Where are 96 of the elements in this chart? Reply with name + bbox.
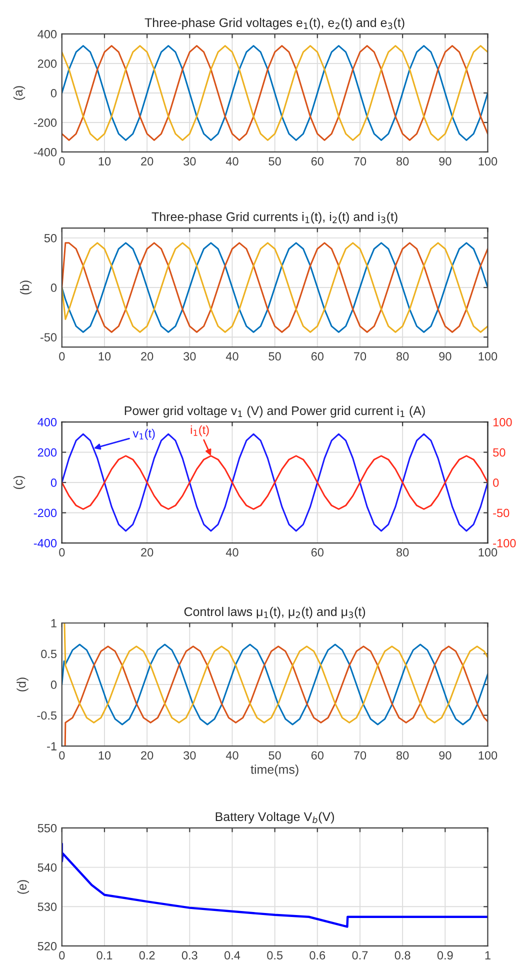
y-tick-label: -50 [40, 333, 57, 342]
line-series [64, 646, 488, 746]
x-tick-label: 60 [311, 751, 324, 760]
x-tick-label: 60 [311, 352, 324, 361]
x-tick-label: 0 [59, 751, 65, 760]
x-tick-label: 80 [396, 751, 409, 760]
line-series [62, 242, 488, 333]
x-tick-label: 0.4 [224, 951, 240, 960]
y-tick-label: 530 [38, 902, 57, 912]
y-tick-label: 520 [38, 942, 57, 950]
annotation: i$_{1}$(t) [190, 425, 209, 436]
line-series [62, 842, 488, 928]
x-tick-label: 70 [354, 352, 366, 361]
x-tick-label: 10 [98, 751, 111, 760]
x-tick-label: 0.5 [267, 951, 283, 960]
x-tick-label: 50 [268, 751, 281, 760]
x-tick-label: 20 [141, 352, 154, 361]
x-tick-label: 0.3 [182, 951, 198, 960]
x-tick-label: 20 [141, 157, 154, 166]
y-tick-label: 0.5 [41, 650, 57, 658]
y-tick-label: 0 [50, 89, 57, 98]
chart-title: Three-phase Grid voltages e$_{1}$(t), e$_{2}$(t) and e$_{3}$(t) [144, 18, 404, 30]
x-tick-label: 1 [485, 951, 490, 960]
x-tick-label: 50 [268, 157, 281, 166]
x-tick-label: 0.6 [310, 951, 326, 960]
y-axis-title: (d) [16, 678, 28, 692]
x-tick-label: 20 [141, 548, 154, 557]
y2-tick-label: 0 [493, 478, 499, 487]
x-tick-label: 100 [478, 751, 498, 760]
x-tick-label: 70 [354, 751, 366, 760]
y2-tick-label: -100 [493, 539, 516, 548]
y-tick-label: -200 [34, 118, 57, 127]
x-tick-label: 20 [141, 751, 154, 760]
x-tick-label: 0.7 [352, 951, 368, 960]
annotation: v$_{1}$(t) [132, 428, 155, 440]
line-series [64, 623, 488, 724]
line-series [62, 644, 488, 726]
chart-title: Three-phase Grid currents i$_{1}$(t), i$_{2}$(t) and i$_{3}$(t) [152, 212, 398, 224]
y-tick-label: 200 [38, 448, 57, 457]
chart-title: Control laws μ$_{1}$(t), μ$_{2}$(t) and μ$_{3}$(t) [184, 606, 366, 619]
x-tick-label: 0.2 [139, 951, 155, 960]
x-tick-label: 10 [98, 157, 111, 166]
x-axis-title: time(ms) [250, 764, 298, 776]
y-axis-title: (b) [20, 280, 32, 294]
x-tick-label: 0 [59, 548, 65, 557]
x-tick-label: 90 [439, 157, 452, 166]
x-tick-label: 80 [396, 548, 409, 557]
x-tick-label: 40 [226, 352, 238, 361]
y-tick-label: 0 [50, 284, 57, 292]
x-tick-label: 100 [478, 548, 498, 557]
chart-title: Battery Voltage V$_{b}$(V) [216, 812, 334, 824]
x-tick-label: 50 [268, 352, 281, 361]
x-tick-label: 60 [311, 157, 324, 166]
x-tick-label: 0.8 [394, 951, 410, 960]
y-tick-label: -200 [34, 508, 57, 518]
x-tick-label: 0.1 [96, 951, 112, 960]
x-tick-label: 30 [184, 352, 196, 361]
y2-tick-label: 50 [493, 448, 506, 457]
y-tick-label: -400 [34, 539, 57, 548]
x-tick-label: 0 [59, 157, 65, 166]
x-tick-label: 30 [184, 157, 196, 166]
x-tick-label: 40 [226, 751, 238, 760]
y-tick-label: -400 [34, 148, 57, 156]
y-tick-label: -0.5 [37, 711, 57, 720]
x-tick-label: 40 [226, 548, 238, 557]
y-tick-label: 400 [38, 30, 57, 38]
x-tick-label: 10 [98, 352, 111, 361]
y-tick-label: -1 [47, 742, 56, 750]
y-axis-title: (c) [13, 476, 26, 490]
y-tick-label: 0 [50, 680, 57, 689]
x-tick-label: 80 [396, 157, 409, 166]
x-tick-label: 0 [59, 352, 65, 361]
y2-tick-label: -50 [493, 508, 510, 518]
y-tick-label: 0 [50, 478, 57, 487]
y2-tick-label: 100 [494, 418, 512, 426]
y-tick-label: 550 [38, 824, 57, 832]
x-tick-label: 40 [226, 157, 238, 166]
x-tick-label: 60 [311, 548, 324, 557]
y-tick-label: 400 [38, 418, 57, 426]
x-tick-label: 90 [439, 751, 452, 760]
y-axis-title: (a) [13, 86, 26, 100]
x-tick-label: 100 [478, 157, 498, 166]
y-tick-label: 540 [38, 863, 57, 872]
x-tick-label: 30 [184, 751, 196, 760]
y-tick-label: 50 [44, 234, 57, 242]
x-tick-label: 90 [439, 352, 452, 361]
x-tick-label: 80 [396, 352, 409, 361]
y-axis-title: (e) [17, 880, 29, 894]
y-tick-label: 200 [38, 60, 57, 68]
x-tick-label: 0 [59, 951, 65, 960]
x-tick-label: 0.9 [437, 951, 453, 960]
x-tick-label: 100 [478, 352, 498, 361]
x-tick-label: 70 [354, 157, 366, 166]
y-tick-label: 1 [51, 619, 56, 628]
line-series [62, 45, 488, 141]
chart-title: Power grid voltage v$_{1}$ (V) and Power grid current i$_{1}$ (A) [124, 406, 425, 418]
